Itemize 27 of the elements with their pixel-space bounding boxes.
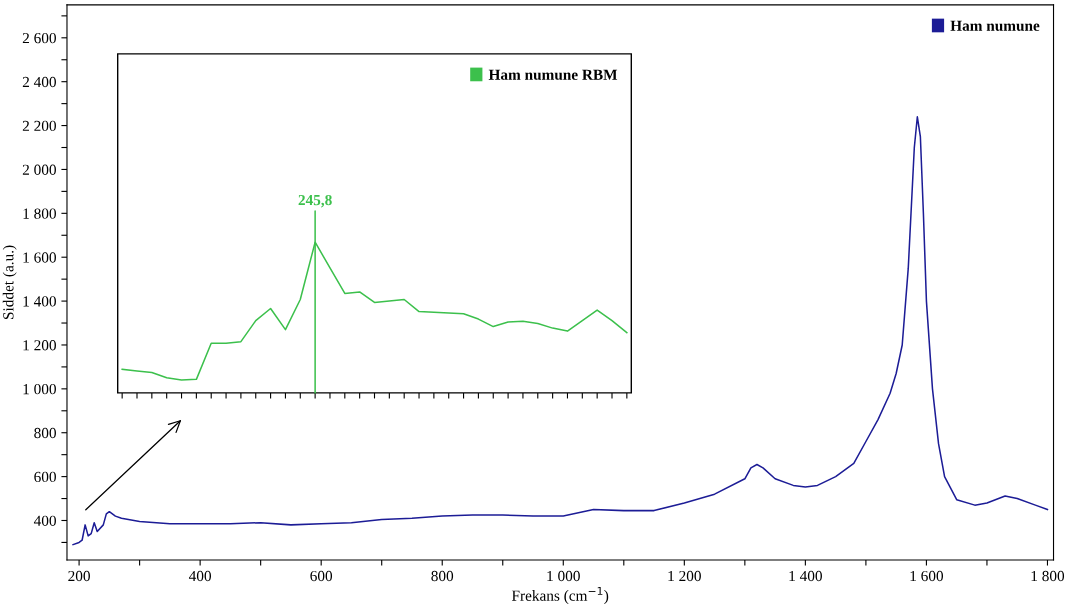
x-tick-label: 200 — [68, 570, 90, 582]
y-tick-label: 1 200 — [23, 340, 56, 351]
x-tick-label: 400 — [188, 570, 212, 582]
y-tick-label: 1 000 — [23, 383, 56, 395]
x-tick-label: 1 800 — [1031, 570, 1065, 582]
line-series — [72, 116, 1049, 546]
annotation: 245,8 — [298, 194, 332, 208]
y-tick-label: 1 600 — [23, 252, 56, 263]
x-tick-label: 1 600 — [910, 570, 944, 582]
x-tick-label: 1 400 — [789, 570, 822, 582]
x-axis-title: Frekans (cm$^{−1}$) — [511, 587, 609, 604]
y-tick-label: 2 400 — [22, 76, 56, 88]
y-tick-label: 1 800 — [23, 208, 56, 219]
y-tick-label: 2 200 — [22, 120, 56, 132]
y-tick-label: 2 600 — [22, 32, 56, 44]
x-tick-label: 800 — [431, 570, 454, 582]
y-tick-label: 1 400 — [23, 296, 56, 307]
y-tick-label: 2 000 — [22, 164, 56, 175]
legend-label: Ham numune RBM — [488, 69, 618, 80]
x-tick-label: 1 000 — [547, 570, 580, 582]
x-tick-label: 1 200 — [668, 570, 701, 582]
y-tick-label: 400 — [33, 515, 56, 526]
y-axis-title: Siddet (a.u.) — [2, 245, 17, 319]
x-tick-label: 600 — [310, 570, 333, 582]
y-tick-label: 600 — [34, 471, 56, 483]
legend-label: Ham numune — [950, 20, 1040, 31]
y-tick-label: 800 — [34, 427, 56, 439]
